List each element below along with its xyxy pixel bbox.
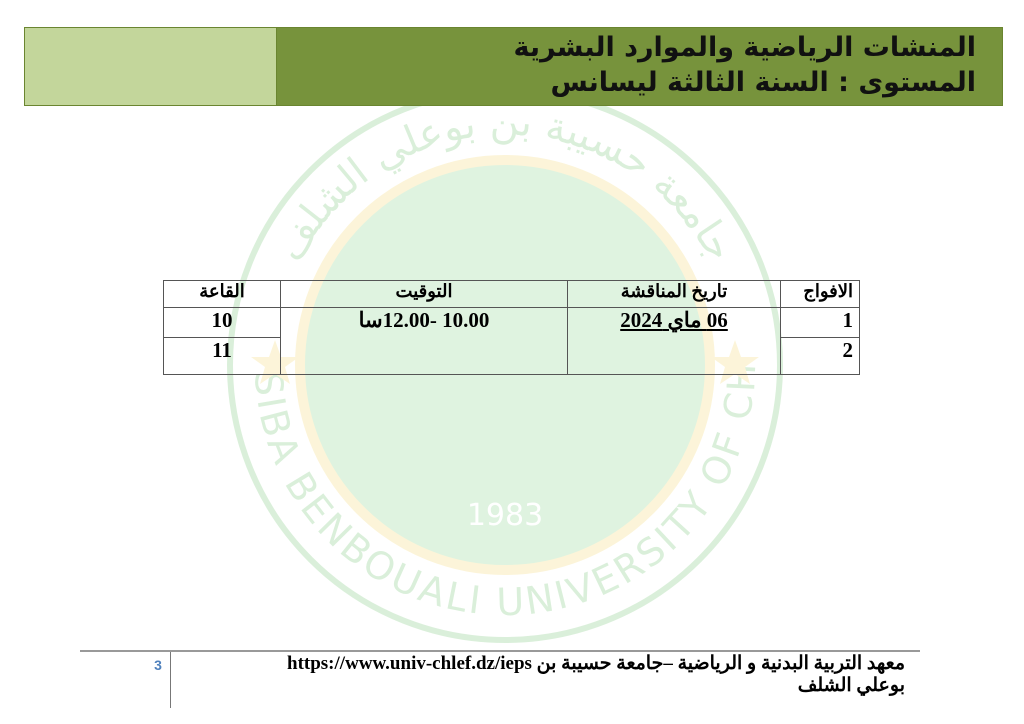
header-title-cell: المنشات الرياضية والموارد البشرية المستو… [277, 28, 1002, 105]
schedule-table: الافواج تاريخ المناقشة التوقيت القاعة 1 … [163, 280, 860, 375]
date-text: 06 ماي 2024 [620, 308, 728, 332]
university-logo-watermark: HASSIBA BENBOUALI UNIVERSITY OF CHLEF جا… [215, 85, 783, 643]
room-cell: 10 [163, 307, 281, 338]
footer-text: معهد التربية البدنية و الرياضية –جامعة ح… [180, 653, 905, 697]
group-cell: 2 [780, 337, 860, 375]
svg-text:1983: 1983 [467, 498, 543, 533]
header-banner: المنشات الرياضية والموارد البشرية المستو… [24, 27, 1003, 106]
page-number: 3 [154, 657, 162, 673]
table-header-row: الافواج تاريخ المناقشة التوقيت القاعة [163, 280, 860, 308]
group-cell: 1 [780, 307, 860, 338]
time-cell: 10.00 -12.00سا [280, 307, 568, 375]
header-groups: الافواج [780, 280, 860, 308]
room-cell: 11 [163, 337, 281, 375]
header-light-cell [25, 28, 277, 105]
footer-line2: بوعلي الشلف [797, 675, 905, 696]
header-date: تاريخ المناقشة [567, 280, 781, 308]
table-row: 1 06 ماي 2024 10.00 -12.00سا 10 [163, 307, 860, 375]
header-title-line1: المنشات الرياضية والموارد البشرية [513, 32, 976, 63]
table-row: 2 11 [163, 337, 860, 375]
footer-line1: معهد التربية البدنية و الرياضية –جامعة ح… [287, 653, 905, 674]
header-time: التوقيت [280, 280, 568, 308]
header-title-line2: المستوى : السنة الثالثة ليسانس [550, 67, 976, 98]
footer-divider [80, 650, 920, 652]
footer-vertical-divider [170, 652, 171, 708]
header-room: القاعة [163, 280, 281, 308]
date-cell: 06 ماي 2024 [567, 307, 781, 375]
